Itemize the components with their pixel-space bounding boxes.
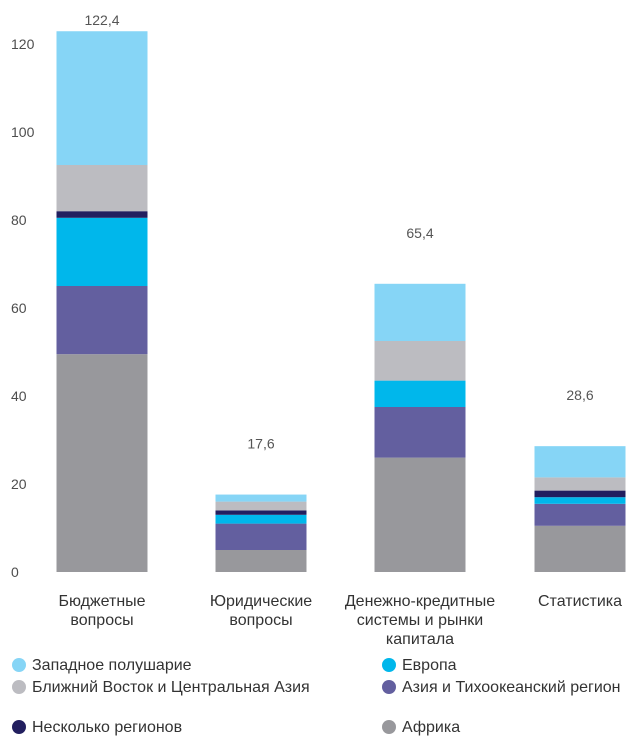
legend-item-multiple-regions: Несколько регионов xyxy=(12,718,342,737)
legend-swatch-circle-icon xyxy=(382,680,396,694)
bar-segment xyxy=(534,497,626,504)
bar-segment xyxy=(56,31,148,165)
bar-segment xyxy=(215,550,307,572)
legend-swatch-circle-icon xyxy=(382,658,396,672)
bar-segment xyxy=(374,283,466,341)
bar-segment xyxy=(56,165,148,212)
bar-segment xyxy=(215,523,307,550)
bar-total-label: 65,4 xyxy=(406,225,433,241)
x-category-label: Денежно-кредитные системы и рынки капитала xyxy=(345,593,495,648)
legend-swatch-circle-icon xyxy=(382,720,396,734)
legend-label: Африка xyxy=(402,719,461,736)
bar-segment xyxy=(374,407,466,458)
bar-segment xyxy=(215,510,307,515)
bar-segment xyxy=(215,514,307,524)
legend-item-africa: Африка xyxy=(382,718,622,737)
bar-segment xyxy=(534,477,626,491)
bar-segment xyxy=(215,494,307,502)
bar-total-label: 28,6 xyxy=(566,387,593,403)
bar-segment xyxy=(56,217,148,286)
chart-plot: 0 20 40 60 80 100 120 122,4 17,6 65,4 28,6 Бюджетны… xyxy=(11,12,626,648)
y-tick-label: 60 xyxy=(11,300,27,316)
legend-label: Западное полушарие xyxy=(32,657,192,674)
bar-segment xyxy=(56,286,148,355)
y-tick-label: 80 xyxy=(11,212,27,228)
legend-item-europe: Европа xyxy=(382,656,622,675)
chart-legend: Западное полушарие Европа Ближний Восток… xyxy=(0,652,629,738)
bar-segment xyxy=(56,354,148,572)
legend-item-western-hemisphere: Западное полушарие xyxy=(12,656,342,675)
legend-label: Несколько регионов xyxy=(32,719,183,736)
bar-segment xyxy=(534,490,626,498)
x-category-label: Бюджетные вопросы xyxy=(58,593,145,629)
y-tick-label: 0 xyxy=(11,564,19,580)
x-category-label: Юридические вопросы xyxy=(210,593,312,629)
bar-segment xyxy=(374,457,466,572)
bar-segment xyxy=(374,341,466,381)
bar-segment xyxy=(374,380,466,407)
legend-label: Ближний Восток и Центральная Азия xyxy=(32,679,310,696)
legend-swatch-circle-icon xyxy=(12,680,26,694)
legend-label: Азия и Тихоокеанский регион xyxy=(402,679,621,696)
legend-swatch-circle-icon xyxy=(12,720,26,734)
y-tick-label: 20 xyxy=(11,476,27,492)
legend-swatch-circle-icon xyxy=(12,658,26,672)
bar-segment xyxy=(534,503,626,526)
legend-item-asia-pacific: Азия и Тихоокеанский регион xyxy=(382,678,622,697)
bar-segment xyxy=(56,211,148,218)
legend-item-middle-east-central-asia: Ближний Восток и Центральная Азия xyxy=(12,678,328,697)
y-tick-label: 100 xyxy=(11,124,35,140)
bar-total-label: 17,6 xyxy=(247,436,274,452)
bar-segment xyxy=(215,501,307,511)
bar-segment xyxy=(534,446,626,478)
bar-total-label: 122,4 xyxy=(84,12,119,28)
y-tick-label: 120 xyxy=(11,36,35,52)
bar-segment xyxy=(534,525,626,572)
x-category-label: Статистика xyxy=(538,593,622,610)
y-tick-label: 40 xyxy=(11,388,27,404)
legend-label: Европа xyxy=(402,657,457,674)
